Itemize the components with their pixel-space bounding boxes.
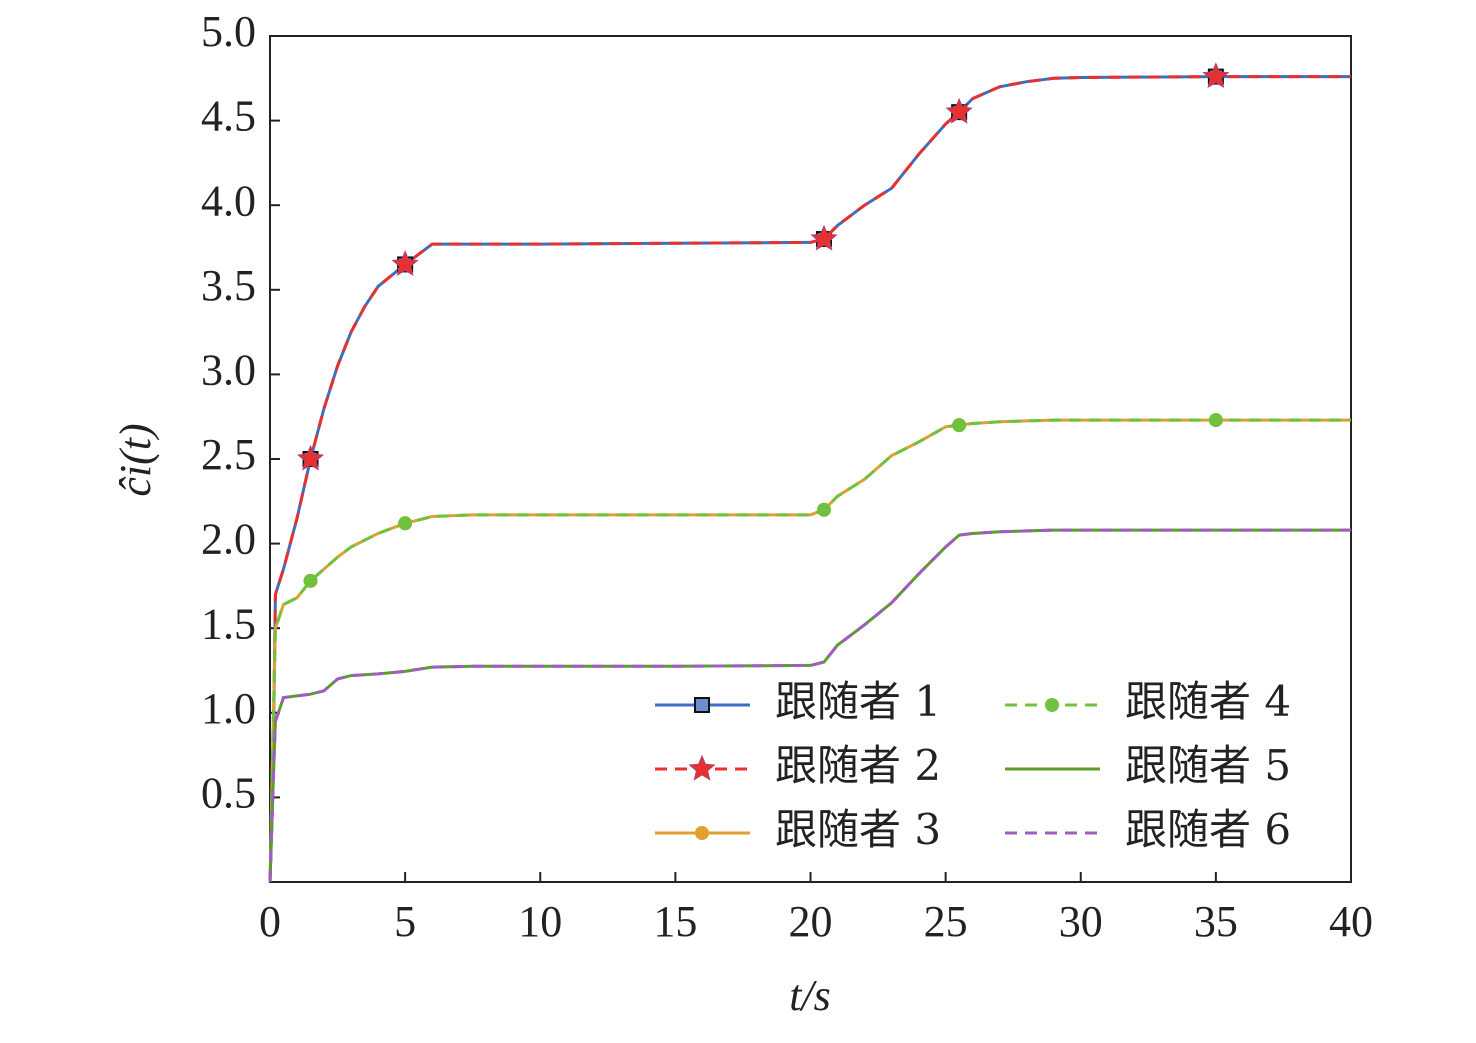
y-tick-label: 1.0 xyxy=(201,684,256,733)
y-tick-label: 3.0 xyxy=(201,345,256,394)
x-tick-label: 40 xyxy=(1329,897,1373,946)
legend-label: 跟随者 4 xyxy=(1125,677,1291,726)
marker xyxy=(817,502,832,517)
y-tick-label: 2.5 xyxy=(201,430,256,479)
legend-label: 跟随者 1 xyxy=(775,677,941,726)
legend-label: 跟随者 3 xyxy=(775,805,941,854)
y-tick-label: 1.5 xyxy=(201,599,256,648)
marker xyxy=(945,97,973,124)
marker xyxy=(1208,413,1223,428)
y-tick-label: 5.0 xyxy=(201,7,256,56)
marker xyxy=(810,224,838,251)
legend-marker xyxy=(695,826,709,840)
marker xyxy=(303,573,318,588)
legend-marker xyxy=(688,754,716,781)
marker xyxy=(398,516,413,531)
legend-label: 跟随者 6 xyxy=(1125,805,1291,854)
series-line xyxy=(268,418,1351,883)
legend-label: 跟随者 5 xyxy=(1125,741,1291,790)
x-axis-label: t/s xyxy=(789,971,831,1020)
y-tick-label: 4.5 xyxy=(201,92,256,141)
marker xyxy=(296,444,325,471)
y-tick-label: 0.5 xyxy=(201,768,256,817)
x-tick-label: 0 xyxy=(259,897,281,946)
y-axis-label: ĉi(t) xyxy=(111,423,160,496)
x-tick-label: 10 xyxy=(518,897,562,946)
x-tick-label: 30 xyxy=(1059,897,1103,946)
marker xyxy=(391,250,419,276)
legend-marker xyxy=(1045,698,1059,712)
legend-label: 跟随者 2 xyxy=(775,741,941,790)
x-tick-label: 5 xyxy=(394,897,416,946)
marker xyxy=(1202,62,1230,89)
x-tick-label: 35 xyxy=(1194,897,1238,946)
x-tick-label: 15 xyxy=(653,897,697,946)
x-tick-label: 25 xyxy=(924,897,968,946)
y-tick-label: 4.0 xyxy=(201,176,256,225)
series-line xyxy=(268,528,1351,883)
y-tick-label: 2.0 xyxy=(201,515,256,564)
y-tick-label: 3.5 xyxy=(201,261,256,310)
legend-marker xyxy=(694,697,710,713)
x-tick-label: 20 xyxy=(789,897,833,946)
marker xyxy=(952,418,967,433)
